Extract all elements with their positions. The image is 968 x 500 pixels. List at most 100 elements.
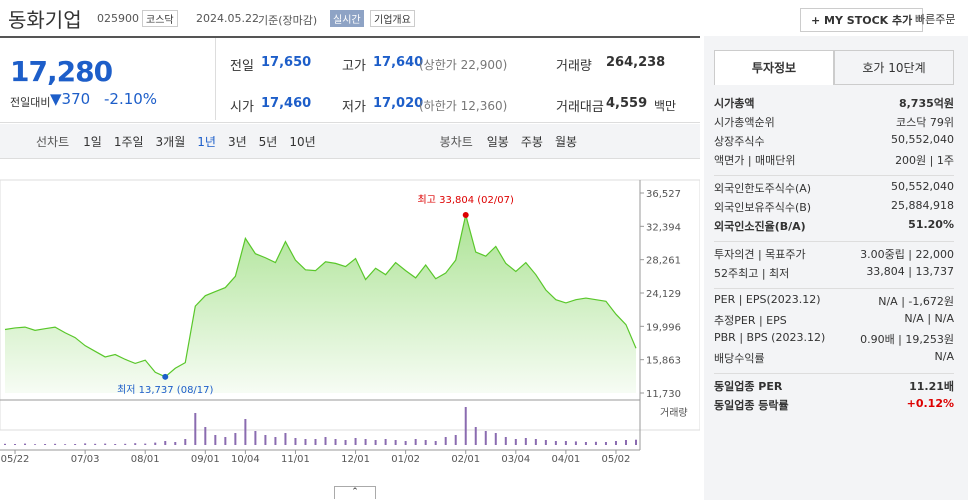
volume-bar bbox=[64, 444, 67, 445]
date: 2024.05.22 bbox=[196, 12, 259, 25]
volume-bar bbox=[464, 407, 467, 445]
info-row: 추정PER | EPS N/A | N/A bbox=[714, 312, 954, 331]
volume-bar bbox=[564, 441, 567, 445]
x-tick-label: 05/22 bbox=[1, 454, 30, 465]
market-badge: 코스닥 bbox=[142, 10, 178, 27]
info-group: 투자의견 | 목표주가 3.00중립 | 22,000 52주최고 | 최저 33,8… bbox=[714, 242, 954, 289]
change-value: 370 bbox=[61, 90, 91, 108]
x-tick-label: 11/01 bbox=[281, 454, 310, 465]
volume-bar bbox=[194, 413, 197, 445]
volume-bar bbox=[494, 433, 497, 445]
info-content: 투자정보 호가 10단계 시가총액 8,735억원 시가총액순위 코스닥 79위 상장주식수… bbox=[714, 50, 954, 420]
candle-tab[interactable]: 일봉 bbox=[486, 135, 509, 149]
volume-bar bbox=[254, 431, 257, 445]
period-tab[interactable]: 1년 bbox=[197, 135, 216, 149]
info-row: 외국인한도주식수(A) 50,552,040 bbox=[714, 180, 954, 199]
change: ▼370 bbox=[50, 90, 90, 108]
info-label: 상장주식수 bbox=[714, 135, 765, 148]
down-arrow: ▼ bbox=[50, 90, 62, 108]
volume-bar bbox=[114, 444, 117, 445]
info-value: 33,804 | 13,737 bbox=[866, 265, 954, 278]
info-tab[interactable]: 호가 10단계 bbox=[834, 50, 954, 85]
info-label: 투자의견 | 목표주가 bbox=[714, 248, 806, 261]
volume-bar bbox=[604, 442, 607, 445]
volume-bar bbox=[554, 441, 557, 445]
info-row: 동일업종 등락률 +0.12% bbox=[714, 397, 954, 416]
summary-value: 4,559 bbox=[606, 96, 648, 111]
info-value: +0.12% bbox=[906, 397, 954, 410]
y-tick-label: 24,129 bbox=[646, 289, 681, 300]
volume-bar bbox=[324, 437, 327, 445]
volume-bar bbox=[264, 435, 267, 445]
volume-bar bbox=[214, 435, 217, 445]
volume-bar bbox=[524, 438, 527, 445]
x-tick-label: 04/01 bbox=[551, 454, 580, 465]
info-row: PER | EPS(2023.12) N/A | -1,672원 bbox=[714, 293, 954, 312]
volume-bar bbox=[224, 437, 227, 445]
info-value: N/A | N/A bbox=[904, 312, 954, 325]
info-value: 50,552,040 bbox=[891, 180, 954, 193]
summary-label: 시가 bbox=[230, 100, 254, 115]
candle-tab[interactable]: 주봉 bbox=[520, 135, 543, 149]
mystock-button[interactable]: + MY STOCK 추가 bbox=[800, 8, 924, 32]
quick-order[interactable]: 빠른주문 bbox=[915, 13, 956, 26]
x-tick-label: 07/03 bbox=[71, 454, 100, 465]
volume-bar bbox=[544, 440, 547, 445]
period-tab[interactable]: 3개월 bbox=[155, 135, 186, 149]
info-label: PER | EPS(2023.12) bbox=[714, 293, 821, 306]
y-tick-label: 28,261 bbox=[646, 256, 681, 267]
info-row: 동일업종 PER 11.21배 bbox=[714, 378, 954, 397]
tab-label: 선차트 bbox=[36, 135, 70, 149]
overview-button[interactable]: 기업개요 bbox=[370, 10, 415, 27]
volume-bar bbox=[364, 439, 367, 445]
period-tab[interactable]: 5년 bbox=[258, 135, 278, 149]
x-tick-label: 08/01 bbox=[131, 454, 160, 465]
volume-bar bbox=[304, 439, 307, 445]
info-group: 시가총액 8,735억원 시가총액순위 코스닥 79위 상장주식수 50,552,040 액… bbox=[714, 91, 954, 176]
realtime-badge[interactable]: 실시간 bbox=[330, 10, 364, 27]
period-tab[interactable]: 1주일 bbox=[113, 135, 144, 149]
volume-bar bbox=[74, 444, 77, 445]
period-tabs: 선차트 1일 1주일 3개월 1년 3년 5년 10년 봉차트 일봉 주봉 월봉 bbox=[36, 133, 589, 150]
info-value: 51.20% bbox=[908, 218, 954, 231]
volume-bar bbox=[294, 438, 297, 445]
stock-name: 동화기업 bbox=[8, 8, 82, 32]
info-group: 동일업종 PER 11.21배 동일업종 등락률 +0.12% bbox=[714, 374, 954, 420]
info-row: 액면가 | 매매단위 200원 | 1주 bbox=[714, 152, 954, 171]
high-dot bbox=[462, 211, 469, 218]
info-row: 외국인소진율(B/A) 51.20% bbox=[714, 218, 954, 237]
summary-label: 고가 bbox=[342, 59, 366, 74]
volume-bar bbox=[164, 441, 167, 445]
collapse-button[interactable]: ⌃ bbox=[334, 486, 376, 499]
info-row: 상장주식수 50,552,040 bbox=[714, 133, 954, 152]
info-label: 외국인한도주식수(A) bbox=[714, 182, 812, 195]
period-tab[interactable]: 1일 bbox=[83, 135, 102, 149]
summary-note: (하한가 12,360) bbox=[419, 99, 508, 113]
info-row: 시가총액순위 코스닥 79위 bbox=[714, 114, 954, 133]
info-row: 52주최고 | 최저 33,804 | 13,737 bbox=[714, 265, 954, 284]
change-label: 전일대비 bbox=[10, 96, 51, 109]
info-label: 액면가 | 매매단위 bbox=[714, 154, 796, 167]
summary-label: 전일 bbox=[230, 59, 254, 74]
info-label: 동일업종 PER bbox=[714, 380, 783, 393]
volume-bar bbox=[504, 437, 507, 445]
info-row: 외국인보유주식수(B) 25,884,918 bbox=[714, 199, 954, 218]
volume-bar bbox=[624, 440, 627, 445]
candle-tab[interactable]: 월봉 bbox=[554, 135, 578, 149]
x-tick-label: 01/02 bbox=[391, 454, 420, 465]
basis: 기준(장마감) bbox=[258, 14, 318, 27]
volume-bar bbox=[244, 419, 247, 445]
volume-bar bbox=[4, 443, 6, 445]
info-tab[interactable]: 투자정보 bbox=[714, 50, 834, 85]
info-label: 추정PER | EPS bbox=[714, 314, 787, 327]
info-label: 52주최고 | 최저 bbox=[714, 267, 790, 280]
volume-bar bbox=[34, 444, 37, 445]
volume-bar bbox=[284, 433, 287, 445]
period-bar bbox=[0, 124, 700, 159]
period-tab[interactable]: 3년 bbox=[227, 135, 247, 149]
volume-bar bbox=[104, 443, 107, 445]
current-price: 17,280 bbox=[10, 55, 113, 88]
period-tab[interactable]: 10년 bbox=[289, 135, 316, 149]
low-dot bbox=[162, 373, 169, 380]
